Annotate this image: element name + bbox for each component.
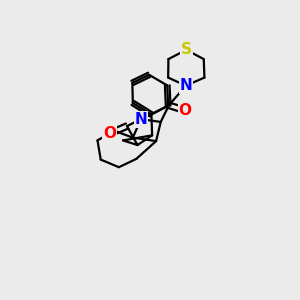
Text: N: N xyxy=(135,112,147,127)
Text: O: O xyxy=(103,126,116,141)
Text: S: S xyxy=(181,42,192,57)
Text: N: N xyxy=(179,78,192,93)
Text: O: O xyxy=(178,103,192,118)
